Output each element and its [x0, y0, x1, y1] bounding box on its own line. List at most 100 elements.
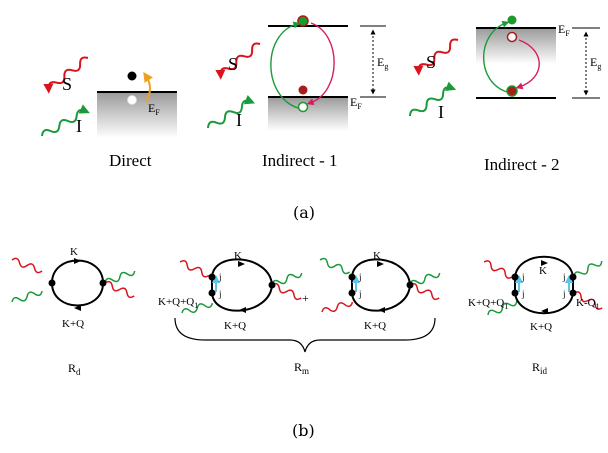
vertex-right — [406, 281, 414, 289]
upper-propagator — [211, 258, 273, 286]
filled-band — [476, 28, 556, 64]
scattered-photon — [43, 56, 89, 94]
filled-band — [97, 92, 177, 138]
incident-photon — [41, 104, 90, 137]
scattered-electron — [298, 85, 308, 95]
j-right-bottom: j — [562, 289, 566, 299]
rid-label: Rid — [532, 360, 548, 376]
rd-diagram: K K+Q Rd — [11, 246, 136, 377]
top-momentum: K — [70, 246, 78, 258]
relaxation-arrow — [306, 22, 335, 106]
red-photon-in — [321, 301, 354, 313]
bottom-arrowhead — [74, 305, 81, 311]
direct-process: S I EF Direct — [41, 56, 177, 170]
red-photon-in — [179, 259, 210, 278]
top-arrowhead — [541, 260, 548, 266]
red-photon-out — [271, 282, 302, 301]
red-photon-out — [573, 291, 603, 310]
gap-label: Eg — [377, 55, 388, 71]
incident-photon — [207, 94, 256, 129]
rm-plus: + — [302, 291, 309, 305]
indirect1-caption: Indirect - 1 — [262, 151, 338, 170]
excited-electron — [507, 15, 517, 25]
vertex-right — [268, 281, 276, 289]
top-arrowhead — [74, 258, 81, 264]
scattered-label: S — [228, 54, 238, 74]
j-bottom: j — [358, 289, 362, 299]
j-top: j — [218, 272, 222, 282]
j-top: j — [358, 272, 362, 282]
bottom-arrowhead — [541, 308, 548, 314]
rm-right-diagram: K K+Q j j — [319, 250, 441, 332]
scattered-photon — [215, 42, 261, 80]
left-side-momentum: K+Q+Q1 — [468, 297, 508, 311]
green-photon-out — [409, 272, 441, 286]
fermi-label: EF — [148, 101, 160, 117]
relaxation-arrow — [515, 39, 540, 90]
excited-electron — [297, 15, 309, 27]
lower-propagator — [514, 292, 574, 315]
vertex-top — [348, 273, 356, 281]
rm-label: Rm — [294, 360, 309, 376]
incident-label: I — [438, 102, 444, 122]
j-bottom: j — [218, 289, 222, 299]
green-photon-in — [487, 300, 518, 316]
vertex-rt — [569, 273, 577, 281]
left-vertex — [48, 279, 56, 287]
electron — [127, 71, 137, 81]
bottom-arrowhead — [239, 307, 246, 313]
green-photon-out — [104, 270, 136, 284]
top-arrowhead — [238, 261, 245, 267]
hole — [506, 31, 518, 43]
panel-a-label: (a) — [293, 203, 315, 222]
j-right-top: j — [562, 272, 566, 282]
vertex-rb — [569, 289, 577, 297]
j-left-bottom: j — [521, 289, 525, 299]
indirect2-process: S I EF Eg Indirect - 2 — [409, 15, 601, 174]
indirect2-caption: Indirect - 2 — [484, 155, 560, 174]
vertex-bottom — [348, 289, 356, 297]
top-arrowhead — [377, 261, 384, 267]
upper-propagator — [51, 259, 104, 284]
top-momentum: K — [373, 250, 381, 262]
side-momentum: K+Q+Q1 — [158, 296, 198, 310]
green-photon-in — [11, 290, 43, 303]
indirect1-process: S I Eg EF Indirect - 1 — [207, 15, 388, 170]
vertex-top — [208, 273, 216, 281]
scattered-label: S — [62, 74, 72, 94]
panel-b-label: (b) — [292, 421, 315, 440]
excitation-arrow — [270, 21, 301, 109]
right-vertex — [99, 279, 107, 287]
fermi-label: EF — [350, 95, 362, 111]
red-photon-out — [409, 282, 440, 301]
green-photon-out — [573, 260, 603, 278]
rm-left-diagram: K K+Q K+Q+Q1 j j — [158, 250, 303, 332]
excitation-arrow — [483, 20, 510, 93]
bottom-momentum: K+Q — [530, 321, 552, 333]
bottom-arrowhead — [378, 307, 385, 313]
direct-caption: Direct — [109, 151, 152, 170]
j-left-top: j — [521, 272, 525, 282]
incident-label: I — [236, 110, 242, 130]
filled-band — [268, 97, 348, 131]
green-photon-out — [271, 272, 303, 286]
upper-propagator — [351, 258, 411, 286]
right-side-momentum: K-Q1 — [576, 297, 600, 311]
red-photon-out — [104, 280, 135, 299]
hole — [127, 95, 137, 105]
top-momentum: K — [234, 250, 242, 262]
green-photon-in — [181, 302, 214, 314]
rm-brace — [174, 317, 436, 353]
upper-propagator — [514, 255, 574, 278]
bottom-momentum: K+Q — [224, 320, 246, 332]
incident-label: I — [76, 116, 82, 136]
rd-label: Rd — [68, 361, 81, 377]
hole — [297, 101, 309, 113]
bottom-momentum: K+Q — [62, 318, 84, 330]
vertex-lt — [511, 273, 519, 281]
scattered-label: S — [426, 52, 436, 72]
gap-label: Eg — [590, 55, 601, 71]
lower-electron — [506, 85, 518, 97]
green-photon-in — [319, 257, 351, 275]
